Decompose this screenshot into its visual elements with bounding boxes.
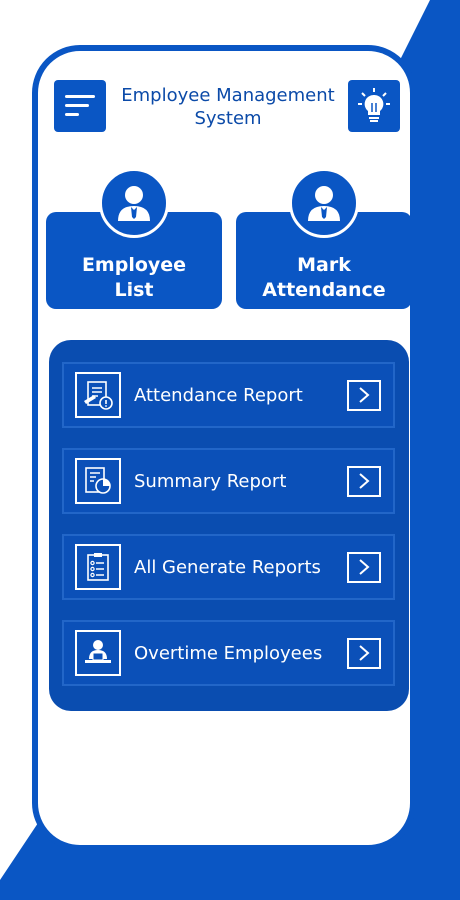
report-row-attendance[interactable]: Attendance Report xyxy=(62,362,395,428)
employee-list-label-line1: Employee xyxy=(81,254,187,276)
mark-attendance-label-line2: Attendance xyxy=(262,279,386,301)
chevron-right-icon[interactable] xyxy=(347,465,381,497)
report-row-overtime[interactable]: Overtime Employees xyxy=(62,620,395,686)
report-row-summary[interactable]: Summary Report xyxy=(62,448,395,514)
employee-list-avatar xyxy=(99,168,169,238)
app-title: Employee Management System xyxy=(110,84,346,130)
report-label: All Generate Reports xyxy=(134,556,321,578)
app-title-line2: System xyxy=(194,108,262,129)
report-row-all-generate[interactable]: All Generate Reports xyxy=(62,534,395,600)
employee-avatar-icon xyxy=(308,186,340,221)
employee-desk-icon xyxy=(75,630,121,676)
employee-list-label-line2: List xyxy=(114,279,154,301)
mark-attendance-label-line1: Mark xyxy=(297,254,351,276)
checklist-icon xyxy=(75,544,121,590)
report-label: Attendance Report xyxy=(134,384,303,406)
attendance-report-icon xyxy=(75,372,121,418)
chevron-right-icon[interactable] xyxy=(347,551,381,583)
menu-button[interactable] xyxy=(54,80,106,132)
app-title-line1: Employee Management xyxy=(121,85,335,106)
lightbulb-icon xyxy=(358,88,390,122)
reports-panel: Attendance Report Summary Report xyxy=(49,340,409,711)
report-label: Summary Report xyxy=(134,470,287,492)
hamburger-menu-icon xyxy=(65,95,95,116)
idea-button[interactable] xyxy=(348,80,400,132)
summary-report-icon xyxy=(75,458,121,504)
employee-avatar-icon xyxy=(118,186,150,221)
chevron-right-icon[interactable] xyxy=(347,637,381,669)
mark-attendance-avatar xyxy=(289,168,359,238)
chevron-right-icon[interactable] xyxy=(347,379,381,411)
report-label: Overtime Employees xyxy=(134,642,323,664)
